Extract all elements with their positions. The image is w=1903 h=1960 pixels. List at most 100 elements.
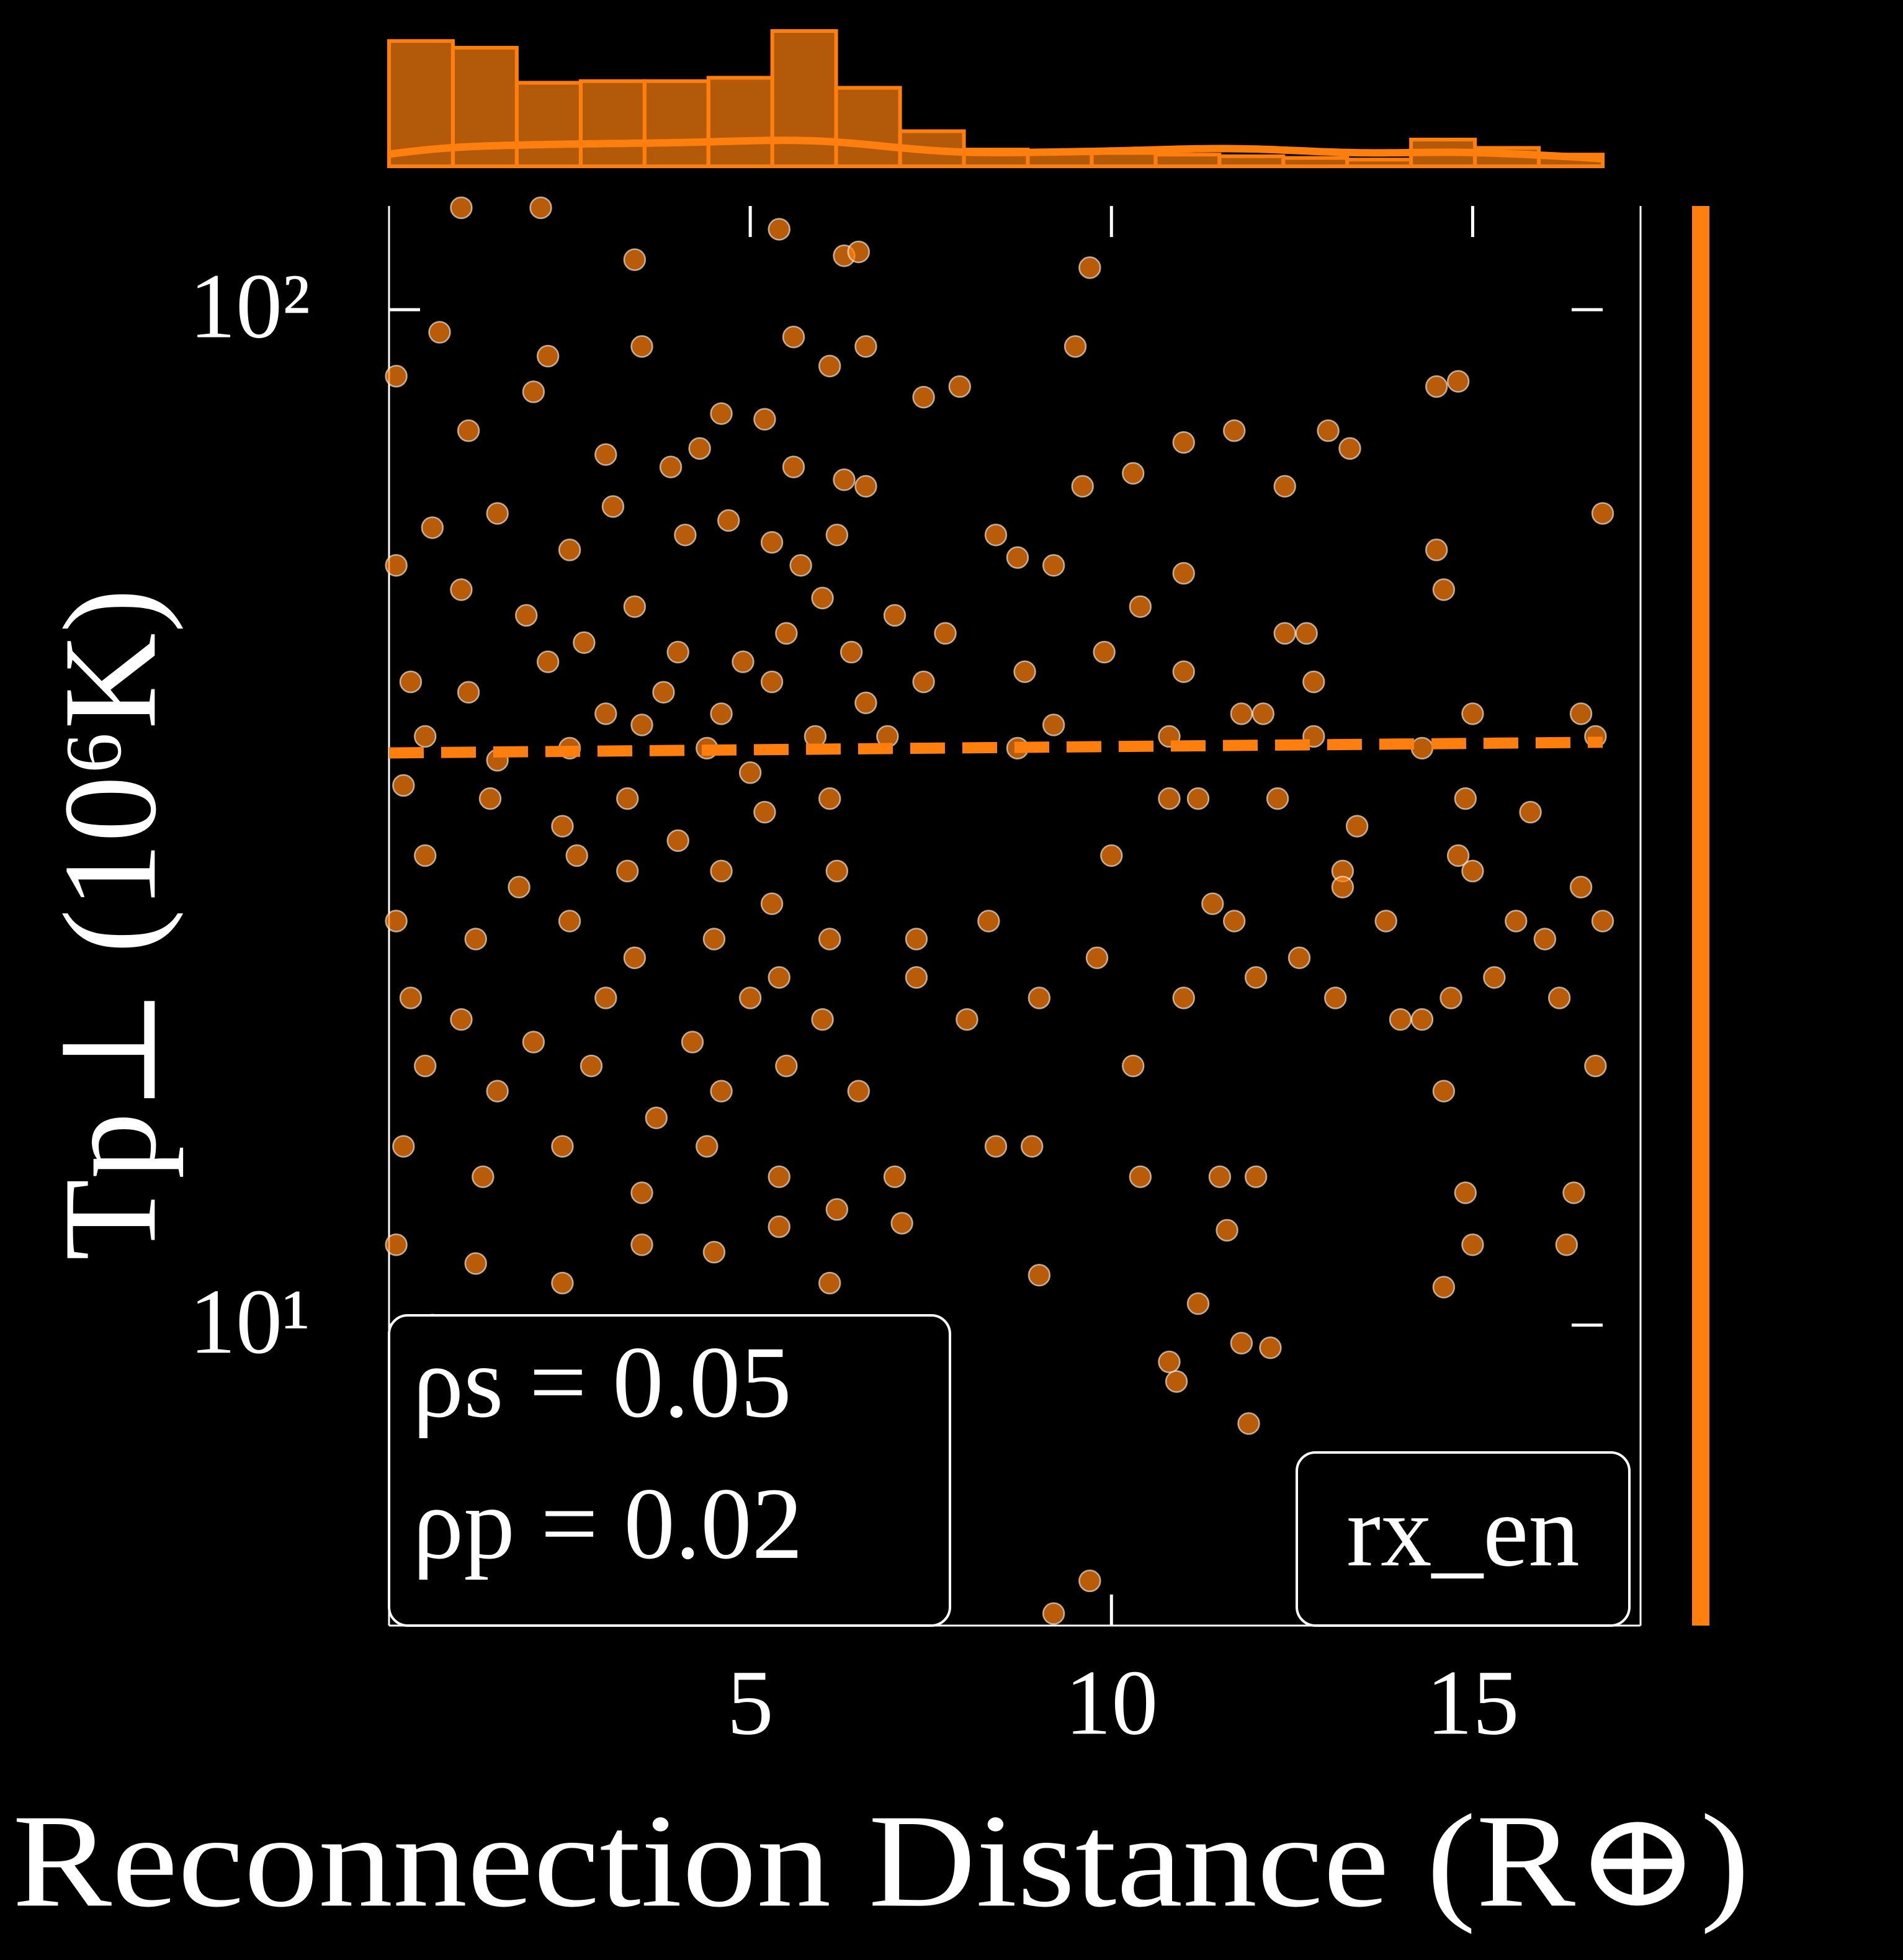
point xyxy=(457,419,480,442)
point xyxy=(1244,1165,1268,1188)
point xyxy=(1121,462,1145,485)
point xyxy=(1425,375,1448,398)
point xyxy=(833,468,856,491)
point xyxy=(508,875,531,899)
point xyxy=(1063,335,1087,358)
point xyxy=(934,622,957,645)
point xyxy=(710,402,733,425)
point xyxy=(1129,595,1152,618)
point xyxy=(1230,702,1253,725)
point xyxy=(674,523,697,547)
hist-bar xyxy=(578,79,647,168)
hist-bar xyxy=(1153,153,1222,168)
legend-box xyxy=(1296,1451,1631,1627)
point xyxy=(1432,578,1456,601)
point xyxy=(1591,910,1614,933)
x-tick-label: 15 xyxy=(1426,1651,1519,1754)
point xyxy=(847,240,871,264)
point xyxy=(1555,1233,1578,1256)
point xyxy=(1425,539,1448,562)
point xyxy=(840,640,863,664)
point xyxy=(1020,1135,1044,1158)
hist-bar xyxy=(514,81,583,168)
point xyxy=(1461,702,1484,725)
point xyxy=(1093,640,1116,664)
stats-text: ρs = 0.05 xyxy=(413,1325,792,1439)
point xyxy=(768,218,790,241)
point xyxy=(464,928,487,951)
point xyxy=(536,650,560,673)
point xyxy=(1389,1008,1412,1031)
point xyxy=(1158,787,1181,810)
point xyxy=(385,553,408,577)
point xyxy=(1410,1008,1434,1031)
point xyxy=(486,1080,509,1103)
point xyxy=(1446,370,1470,393)
point xyxy=(413,725,437,748)
point xyxy=(1562,1181,1585,1204)
x-axis-label: Reconnection Distance (R⊕) xyxy=(12,1786,1750,1935)
point xyxy=(659,455,683,478)
point xyxy=(732,650,754,673)
point xyxy=(472,1165,495,1188)
point xyxy=(457,681,480,704)
point xyxy=(565,844,588,867)
point xyxy=(1345,815,1369,838)
hist-bar xyxy=(706,76,774,168)
point xyxy=(1222,910,1246,933)
point xyxy=(1006,546,1029,569)
point xyxy=(1013,660,1036,683)
point xyxy=(782,455,805,478)
point xyxy=(1201,892,1224,915)
point xyxy=(413,1054,437,1078)
y-tick-label: 10¹ xyxy=(189,1270,310,1373)
point xyxy=(594,443,617,466)
point xyxy=(1374,910,1397,933)
point xyxy=(450,1008,473,1031)
point xyxy=(782,325,805,349)
point xyxy=(854,691,877,715)
point xyxy=(551,1271,574,1295)
point xyxy=(847,1080,871,1103)
point xyxy=(890,1212,913,1235)
point xyxy=(760,530,784,554)
point xyxy=(789,553,812,577)
point xyxy=(702,1240,726,1264)
point xyxy=(652,681,675,704)
point xyxy=(825,859,849,883)
point xyxy=(1461,859,1484,883)
point xyxy=(818,787,841,810)
point xyxy=(1078,256,1101,279)
point xyxy=(1071,475,1094,498)
point xyxy=(1085,946,1109,969)
point xyxy=(1158,1350,1181,1374)
point xyxy=(825,1198,849,1221)
point xyxy=(1042,1602,1065,1625)
point xyxy=(854,475,877,498)
point xyxy=(1295,622,1318,645)
point xyxy=(912,385,935,409)
point xyxy=(478,787,502,810)
point xyxy=(977,910,1000,933)
point xyxy=(486,502,509,525)
point xyxy=(551,815,574,838)
point xyxy=(1028,1263,1051,1287)
point xyxy=(630,1181,653,1204)
point xyxy=(710,1080,733,1103)
point xyxy=(558,539,581,562)
hist-bar xyxy=(1217,154,1286,168)
point xyxy=(623,946,647,969)
point xyxy=(818,1271,841,1295)
fit-line xyxy=(388,736,1603,759)
point xyxy=(1042,553,1065,577)
point xyxy=(768,966,790,989)
point xyxy=(768,1165,790,1188)
point xyxy=(1410,736,1434,760)
point xyxy=(522,1031,545,1054)
point xyxy=(1461,1233,1484,1256)
point xyxy=(630,714,653,736)
point xyxy=(1172,562,1195,585)
point xyxy=(666,829,689,852)
point xyxy=(522,380,545,403)
x-tick-label: 5 xyxy=(727,1651,774,1754)
